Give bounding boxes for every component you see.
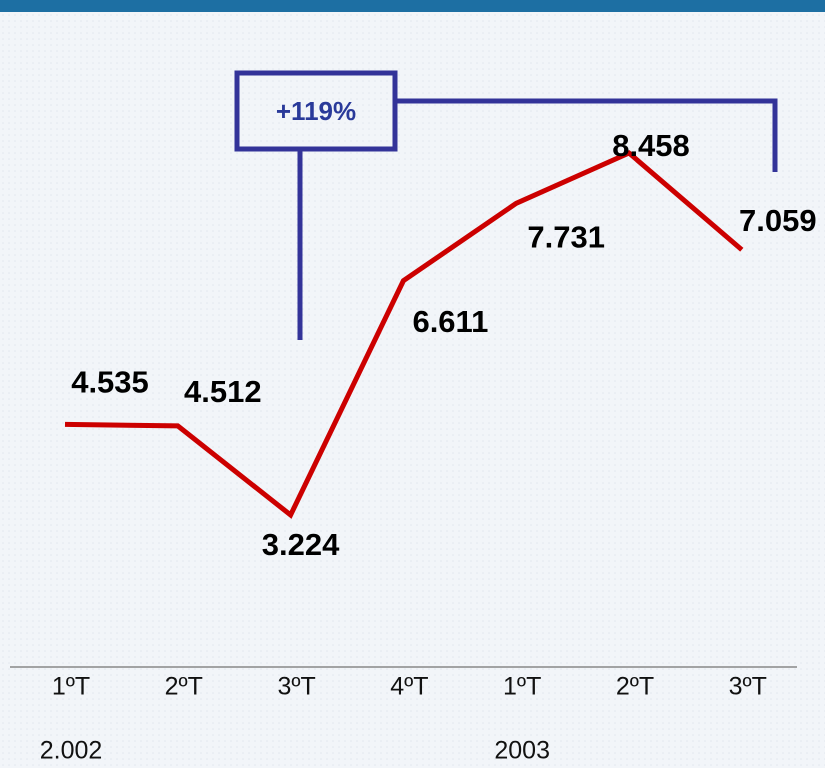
group-label: 2003 — [494, 737, 550, 765]
x-tick-label: 2ºT — [165, 673, 203, 701]
value-label: 4.535 — [71, 365, 149, 400]
annotation-text: +119% — [276, 96, 356, 126]
value-label: 8.458 — [612, 128, 690, 163]
value-label: 7.731 — [527, 219, 605, 254]
bracket-line — [395, 98, 778, 172]
x-tick-label: 4ºT — [390, 673, 428, 701]
value-label: 6.611 — [412, 304, 488, 339]
x-tick-label: 2ºT — [616, 673, 654, 701]
value-label: 3.224 — [262, 527, 340, 562]
annotation-bracket — [234, 70, 778, 340]
x-tick-label: 1ºT — [52, 673, 90, 701]
top-bar — [0, 0, 825, 12]
x-tick-label: 1ºT — [503, 673, 541, 701]
x-tick-label: 3ºT — [729, 673, 767, 701]
group-label: 2.002 — [40, 737, 103, 765]
annotation-box — [234, 70, 398, 152]
line-series — [64, 150, 744, 519]
x-tick-label: 3ºT — [277, 673, 315, 701]
value-label: 7.059 — [739, 203, 817, 238]
value-label: 4.512 — [184, 374, 262, 409]
